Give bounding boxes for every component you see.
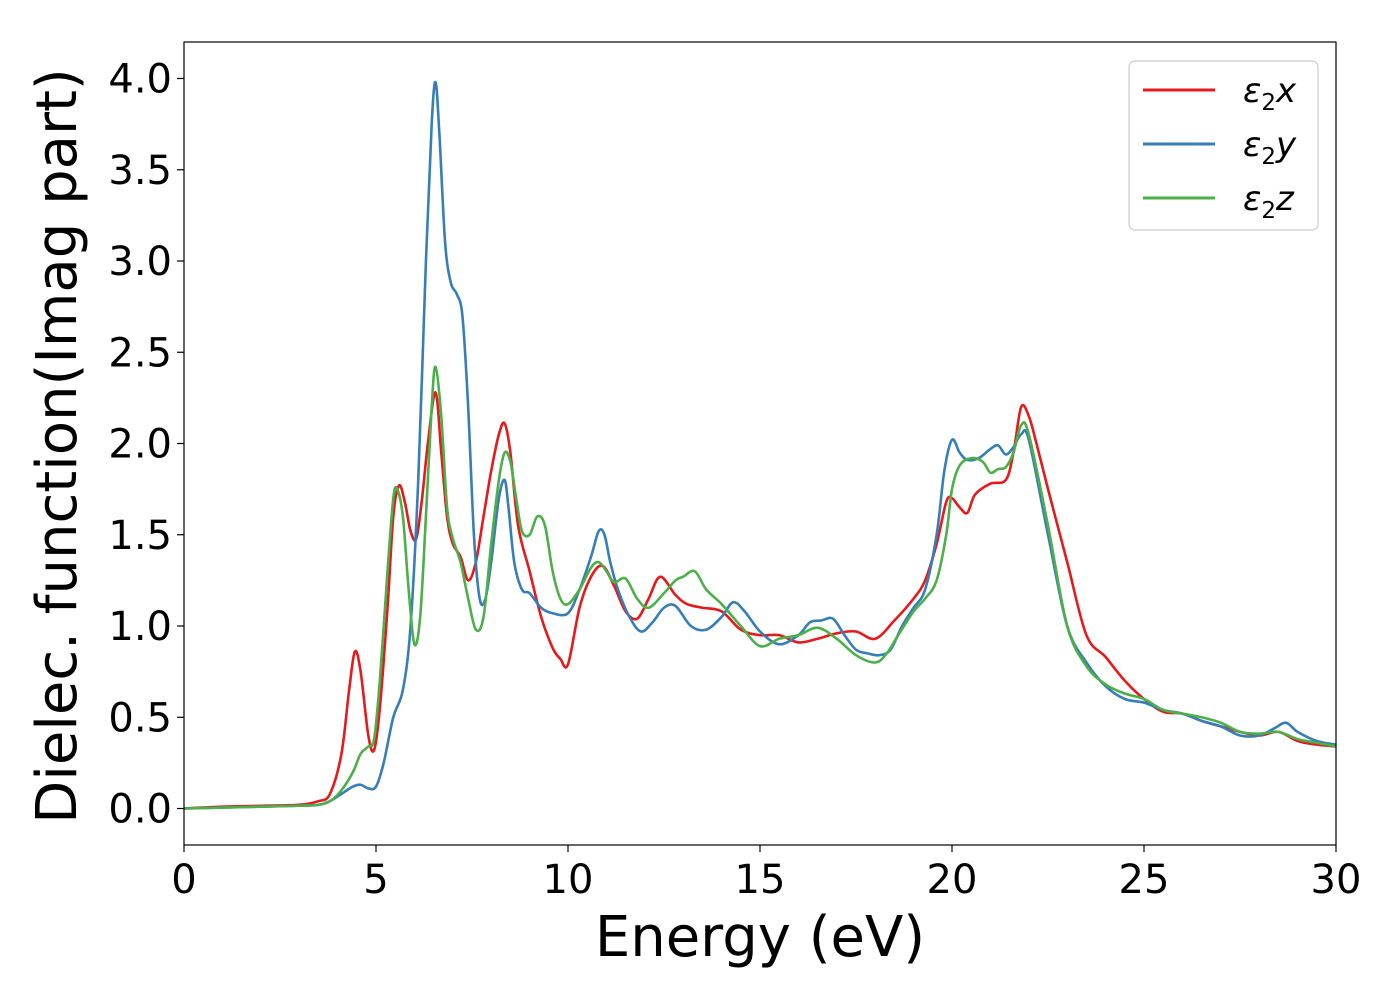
- series-line-z: [184, 365, 1336, 810]
- y-tick-label: 3.5: [108, 148, 172, 194]
- y-axis: 0.0 0.5 1.0 1.5 2.0 2.5 3.0 3.5 4.0: [108, 57, 184, 833]
- legend-box: [1128, 60, 1319, 231]
- series-line-y: [184, 80, 1336, 810]
- x-tick-label: 25: [1119, 857, 1170, 903]
- x-axis: 0 5 10 15 20 25 30: [171, 845, 1361, 903]
- y-tick-label: 0.5: [108, 695, 172, 741]
- legend-label-y: ε2y: [1243, 125, 1297, 170]
- y-tick-label: 2.0: [108, 422, 172, 468]
- x-tick-label: 20: [927, 857, 978, 903]
- legend-label-x: ε2x: [1243, 71, 1297, 116]
- legend: ε2x ε2y ε2z: [1128, 60, 1319, 231]
- x-tick-label: 5: [363, 857, 388, 903]
- x-tick-label: 30: [1311, 857, 1362, 903]
- x-tick-label: 0: [171, 857, 196, 903]
- legend-entries: ε2x ε2y ε2z: [1143, 71, 1297, 224]
- y-tick-label: 4.0: [108, 57, 172, 103]
- x-axis-title: Energy (eV): [595, 905, 925, 970]
- series-layer: [184, 80, 1336, 810]
- y-tick-label: 1.5: [108, 513, 172, 559]
- series-line-x: [184, 391, 1336, 810]
- x-tick-label: 15: [735, 857, 786, 903]
- y-axis-title: Dielec. function(Imag part): [25, 68, 90, 824]
- y-tick-label: 1.0: [108, 604, 172, 650]
- y-tick-label: 0.0: [108, 787, 172, 833]
- y-tick-label: 3.0: [108, 239, 172, 285]
- legend-label-z: ε2z: [1243, 179, 1295, 224]
- x-tick-label: 10: [543, 857, 594, 903]
- y-tick-label: 2.5: [108, 330, 172, 376]
